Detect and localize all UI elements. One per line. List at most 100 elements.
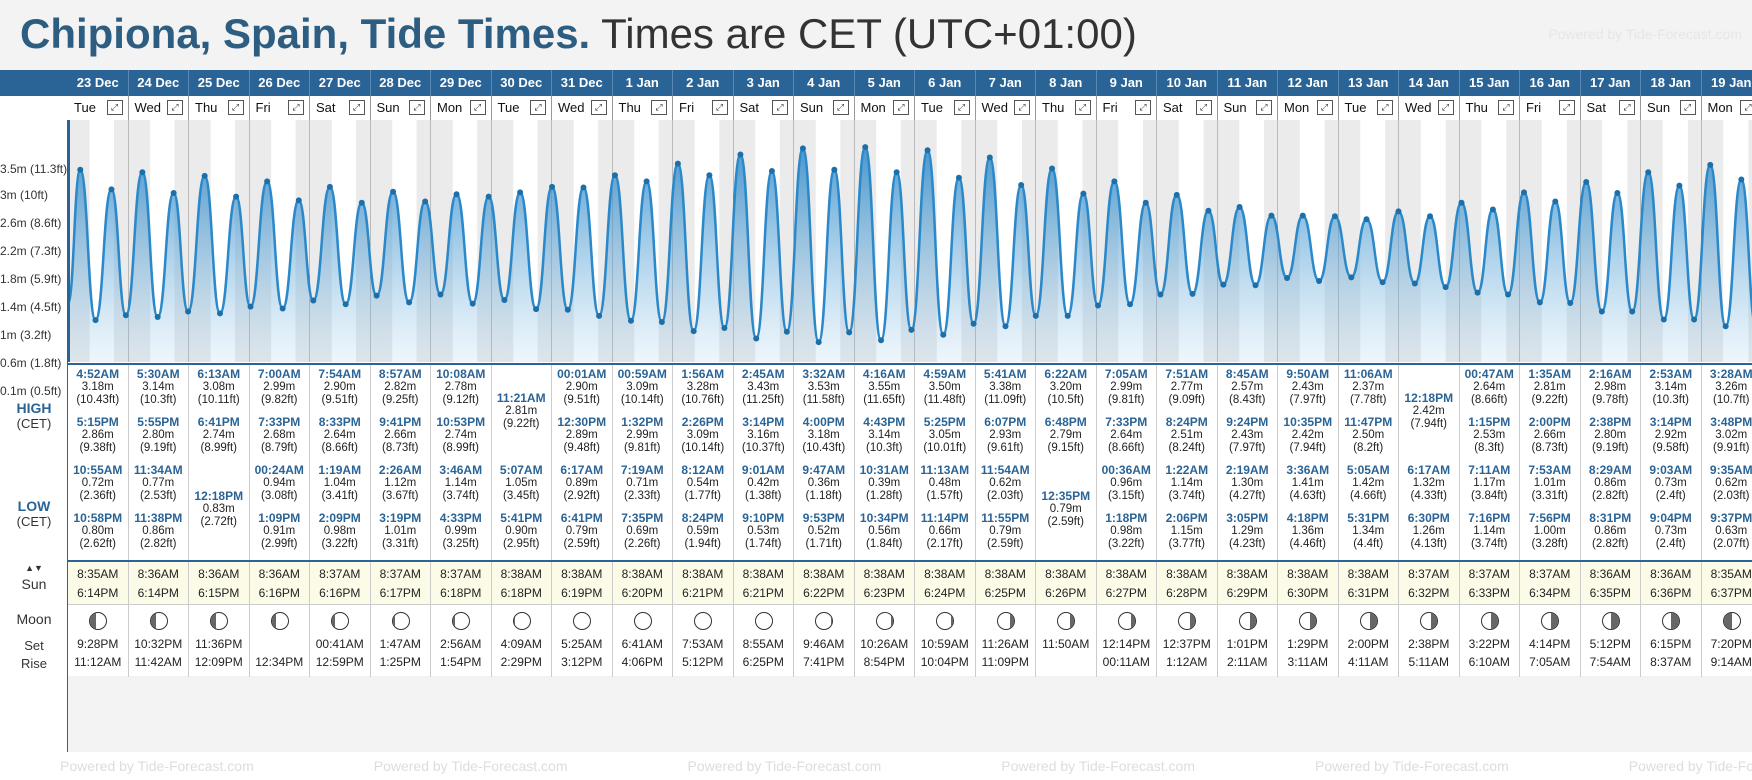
high-tide-point [1458, 199, 1465, 206]
high-height-m: 2.42m [1412, 405, 1445, 417]
day-cell: Tue ⤢ [915, 96, 976, 120]
date-cell: 5 Jan [855, 70, 915, 96]
expand-icon[interactable]: ⤢ [651, 100, 667, 115]
high-height-ft: (10.43ft) [76, 394, 120, 406]
low-height-ft: (4.63ft) [1289, 490, 1326, 502]
expand-icon[interactable]: ⤢ [167, 100, 183, 115]
moon-phase-icon [1722, 612, 1741, 630]
high-height-m: 3.38m [989, 381, 1022, 393]
moonrise-time: 00:11AM [1102, 655, 1150, 669]
expand-icon[interactable]: ⤢ [1437, 100, 1454, 115]
high-tide-point [924, 147, 931, 154]
sunrise-time: 8:37AM [379, 567, 421, 581]
expand-icon[interactable]: ⤢ [590, 100, 607, 115]
low-time: 6:30PM [1407, 511, 1450, 525]
expand-icon[interactable]: ⤢ [1619, 100, 1635, 115]
expand-icon[interactable]: ⤢ [288, 100, 304, 115]
expand-icon[interactable]: ⤢ [1135, 100, 1151, 115]
tide-column: 2:53AM 3.14m (10.3ft) 3:14PM 2.92m (9.58ft) 9:… [1641, 365, 1702, 562]
high-height-m: 2.98m [1594, 381, 1627, 393]
low-height-m: 0.86m [1594, 477, 1627, 489]
high-height-ft: (10.3ft) [866, 442, 903, 454]
expand-icon[interactable]: ⤢ [1498, 100, 1514, 115]
high-time: 2:16AM [1588, 367, 1632, 381]
low-height-m: 1.29m [1231, 525, 1264, 537]
low-time: 11:13AM [920, 463, 970, 477]
sunrise-time: 8:37AM [1468, 567, 1510, 581]
low-entry: 4:33PM 0.99m (3.25ft) [431, 511, 491, 551]
expand-icon[interactable]: ⤢ [1377, 100, 1393, 115]
high-entry: 1:35AM 2.81m (9.22ft) [1520, 367, 1580, 407]
expand-icon[interactable]: ⤢ [227, 100, 244, 115]
moon-phase-shadow [150, 613, 157, 629]
low-height-m: 0.99m [444, 525, 477, 537]
sunrise-time: 8:38AM [682, 567, 724, 581]
expand-icon[interactable]: ⤢ [469, 100, 486, 115]
moonset-time: 11:50AM [1042, 637, 1090, 651]
sunset-time: 6:34PM [1529, 586, 1571, 600]
day-header-corner [0, 96, 68, 120]
expand-icon[interactable]: ⤢ [348, 100, 365, 115]
low-height-m: 0.89m [565, 477, 598, 489]
moonrise-time: 7:41PM [803, 655, 845, 669]
sun-cell: 8:35AM 6:37PM [1702, 562, 1752, 606]
high-entry: 4:43PM 3.14m (10.3ft) [855, 415, 915, 455]
high-tide-point [1018, 182, 1025, 189]
moon-phase-shadow [1310, 613, 1316, 629]
expand-icon[interactable]: ⤢ [1014, 100, 1030, 115]
high-height-ft: (9.51ft) [321, 394, 358, 406]
moon-phase-shadow [1070, 613, 1074, 629]
low-entry: 11:55PM 0.79m (2.59ft) [976, 511, 1036, 551]
day-cell: Thu ⤢ [189, 96, 250, 120]
high-height-m: 2.53m [1473, 429, 1506, 441]
low-entry: 6:41PM 0.79m (2.59ft) [552, 511, 612, 551]
expand-icon[interactable]: ⤢ [1679, 100, 1696, 115]
low-entry: 2:19AM 1.30m (4.27ft) [1218, 463, 1278, 503]
sunrise-time: 8:38AM [803, 567, 845, 581]
expand-icon[interactable]: ⤢ [1558, 100, 1575, 115]
high-height-ft: (9.91ft) [1713, 442, 1750, 454]
moonrise-time: 11:42AM [134, 655, 182, 669]
high-time: 5:25PM [923, 415, 966, 429]
high-height-m: 2.57m [1231, 381, 1264, 393]
low-height-ft: (4.66ft) [1350, 490, 1387, 502]
powered-by-text: Powered by Tide-Forecast.com [1628, 758, 1752, 774]
expand-icon[interactable]: ⤢ [893, 100, 909, 115]
expand-icon[interactable]: ⤢ [1074, 100, 1091, 115]
high-tide-point [1645, 169, 1652, 176]
high-entry: 00:59AM 3.09m (10.14ft) [613, 367, 673, 407]
high-height-ft: (9.19ft) [140, 442, 177, 454]
expand-icon[interactable]: ⤢ [106, 100, 123, 115]
expand-icon[interactable]: ⤢ [1195, 100, 1212, 115]
expand-icon[interactable]: ⤢ [711, 100, 728, 115]
date-cell: 13 Jan [1339, 70, 1399, 96]
low-time: 7:11AM [1468, 463, 1511, 477]
low-height-m: 0.77m [142, 477, 175, 489]
expand-icon[interactable]: ⤢ [1256, 100, 1272, 115]
expand-icon[interactable]: ⤢ [530, 100, 546, 115]
powered-by-text: Powered by Tide-Forecast.com [60, 758, 254, 774]
high-height-ft: (8.66ft) [1471, 394, 1508, 406]
high-tide-point [1142, 199, 1149, 206]
expand-icon[interactable]: ⤢ [409, 100, 425, 115]
tide-column: 12:18PM 2.42m (7.94ft) 6:17AM 1.32m (4.33ft) 6… [1399, 365, 1460, 562]
expand-icon[interactable]: ⤢ [772, 100, 788, 115]
moon-cell: 2:56AM 1:54PM [431, 605, 492, 677]
expand-icon[interactable]: ⤢ [1740, 100, 1752, 115]
low-tide-point [469, 300, 476, 307]
expand-icon[interactable]: ⤢ [1316, 100, 1333, 115]
high-entry: 4:52AM 3.18m (10.43ft) [68, 367, 128, 407]
sun-cell: 8:37AM 6:33PM [1460, 562, 1520, 606]
low-height-m: 0.98m [1110, 525, 1143, 537]
low-tide-point [1474, 289, 1481, 296]
high-height-m: 3.08m [202, 381, 235, 393]
high-tide-point [295, 197, 302, 204]
day-name: Wed [134, 100, 162, 115]
expand-icon[interactable]: ⤢ [953, 100, 970, 115]
high-entry: 10:53PM 2.74m (8.99ft) [431, 415, 491, 455]
expand-icon[interactable]: ⤢ [832, 100, 849, 115]
high-entry: 3:32AM 3.53m (11.58ft) [794, 367, 854, 407]
low-entry: 9:04PM 0.73m (2.4ft) [1641, 511, 1701, 551]
moonrise-time: 7:54AM [1589, 655, 1631, 669]
